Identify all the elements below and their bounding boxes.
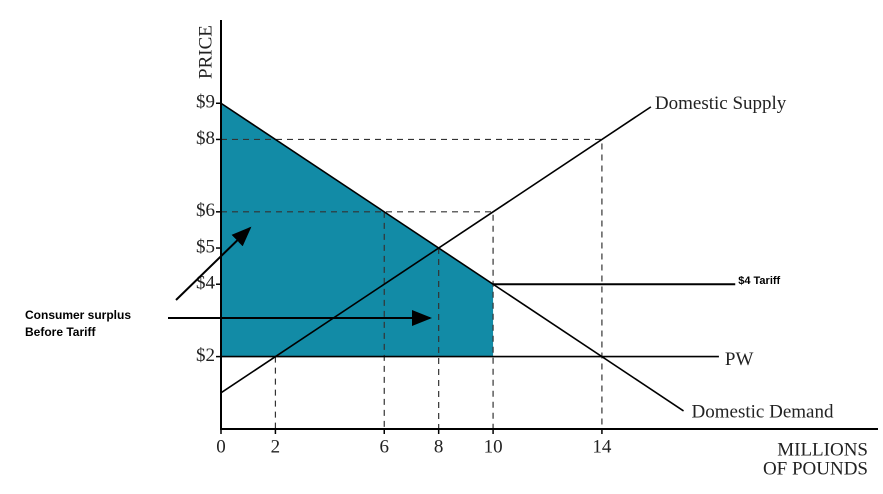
area-layer: [221, 103, 494, 357]
curve: [220, 102, 684, 412]
tariff-label: $4 Tariff: [738, 275, 780, 287]
y-tick-label: $2: [196, 345, 215, 366]
annotation: Before Tariff: [25, 325, 96, 339]
y-tick-label: $9: [196, 92, 215, 113]
y-tick-label: $5: [196, 236, 215, 257]
x-tick-label: 0: [216, 436, 226, 457]
dashed-guide: [221, 211, 494, 429]
x-axis-label: OF POUNDS: [763, 458, 868, 479]
consumer-surplus-area: [221, 103, 494, 357]
y-tick-label: $4: [196, 273, 216, 294]
y-tick-label: $6: [196, 200, 215, 221]
plot: $9 $8 $6 $5 $4 $2 0 2 6 8 10 14 $4 Tariff Domestic Su…: [196, 92, 834, 458]
x-axis-label: MILLIONS: [777, 439, 868, 460]
x-tick-label: 10: [484, 436, 503, 457]
curve-label: Domestic Supply: [655, 93, 787, 114]
curve-label: Domestic Demand: [692, 401, 834, 422]
curve: [220, 106, 652, 394]
x-tick-label: 8: [434, 436, 444, 457]
curve-label: PW: [725, 349, 754, 370]
annotation: Consumer surplus: [25, 308, 131, 322]
dashed-guide: [221, 138, 603, 429]
y-axis-label: PRICE: [195, 25, 216, 79]
y-tick-label: $8: [196, 128, 215, 149]
x-tick-label: 2: [271, 436, 281, 457]
x-tick-label: 14: [592, 436, 612, 457]
x-tick-label: 6: [380, 436, 390, 457]
arrow: [175, 226, 252, 301]
